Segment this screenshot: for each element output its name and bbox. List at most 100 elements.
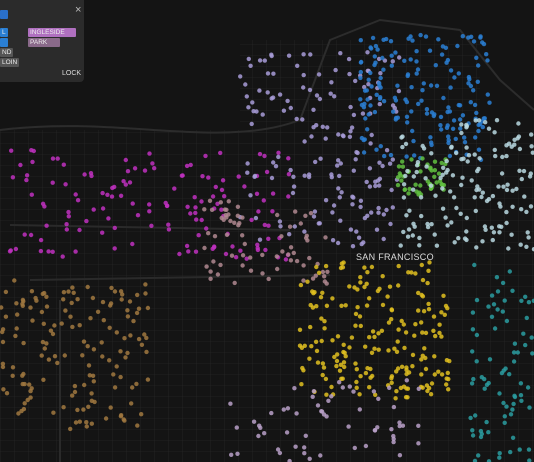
- map-point: [294, 116, 299, 122]
- map-point: [509, 232, 514, 237]
- legend-chip[interactable]: ND: [0, 48, 14, 57]
- map-point: [510, 188, 515, 193]
- map-point: [221, 217, 226, 222]
- map-point: [290, 190, 296, 196]
- map-point: [41, 321, 46, 326]
- map-point: [130, 241, 135, 247]
- map-point: [250, 100, 255, 105]
- map-point: [508, 412, 514, 417]
- map-point: [394, 349, 400, 354]
- map-point: [464, 229, 469, 234]
- map-point: [357, 407, 362, 412]
- map-point: [415, 67, 421, 72]
- map-point: [123, 157, 128, 163]
- legend-chip[interactable]: [0, 10, 8, 19]
- map-point: [69, 300, 74, 306]
- map-point: [369, 210, 374, 215]
- map-point: [512, 341, 518, 346]
- map-point: [320, 361, 326, 366]
- map-point: [432, 372, 437, 377]
- map-point: [335, 352, 340, 357]
- map-point: [264, 169, 270, 175]
- map-point: [476, 63, 481, 68]
- map-point: [240, 263, 245, 268]
- map-point: [423, 34, 429, 39]
- map-point: [246, 56, 251, 62]
- map-point: [390, 59, 395, 64]
- map-point: [368, 45, 373, 50]
- map-point: [236, 223, 241, 228]
- map-point: [444, 158, 449, 164]
- map-point: [423, 366, 429, 372]
- map-point: [149, 223, 154, 228]
- map-point: [108, 405, 113, 410]
- map-point: [347, 345, 352, 350]
- map-point: [142, 168, 148, 173]
- map-point: [246, 105, 251, 110]
- map-point: [114, 330, 120, 335]
- map-point: [354, 229, 359, 234]
- map-point: [350, 244, 356, 249]
- map-point: [61, 405, 66, 410]
- map-point: [389, 187, 394, 193]
- map-point: [419, 213, 424, 219]
- map-point: [256, 433, 261, 439]
- legend-chip[interactable]: LOIN: [0, 58, 20, 67]
- map-point: [432, 354, 437, 359]
- map-point: [22, 232, 27, 237]
- map-point: [128, 333, 133, 338]
- map-point: [458, 211, 463, 216]
- map-point: [335, 240, 341, 246]
- map-point: [291, 250, 296, 256]
- map-point: [492, 147, 497, 153]
- map-point: [0, 361, 6, 366]
- map-point: [521, 168, 527, 174]
- map-point: [378, 71, 383, 76]
- map-point: [511, 350, 517, 355]
- map-point: [339, 303, 344, 308]
- map-point: [460, 175, 465, 180]
- map-point: [150, 161, 155, 166]
- map-point: [0, 339, 6, 345]
- map-point: [420, 88, 425, 93]
- legend-chip[interactable]: INGLESIDE: [28, 28, 76, 37]
- map-point: [274, 254, 279, 259]
- map-point: [166, 227, 172, 232]
- map-point: [38, 237, 44, 243]
- map-point: [489, 293, 495, 298]
- map-point: [361, 150, 367, 155]
- map-point: [325, 125, 330, 130]
- legend-chip[interactable]: [0, 38, 8, 47]
- map-point: [531, 298, 534, 303]
- lock-button[interactable]: LOCK: [62, 70, 82, 77]
- map-point: [55, 156, 60, 161]
- map-point: [405, 395, 410, 400]
- map-point: [478, 35, 483, 40]
- legend-chip[interactable]: L: [0, 28, 8, 37]
- map-point: [405, 73, 410, 79]
- map-point: [265, 71, 271, 76]
- map-point: [111, 372, 116, 377]
- map-point: [365, 127, 370, 132]
- map-point: [472, 102, 478, 108]
- legend-chip[interactable]: PARK: [28, 38, 60, 47]
- map-point: [29, 289, 35, 294]
- map-point: [100, 354, 105, 359]
- map-point: [316, 72, 322, 77]
- map-point: [341, 260, 346, 265]
- map-point: [392, 346, 397, 351]
- map-point: [393, 396, 398, 401]
- map-point: [439, 310, 444, 315]
- map-point: [336, 186, 341, 191]
- map-point: [369, 132, 374, 138]
- map-point: [364, 179, 369, 185]
- map-point: [288, 245, 294, 250]
- map-point: [364, 303, 370, 308]
- map-point: [84, 420, 89, 425]
- close-button[interactable]: ×: [75, 4, 82, 16]
- map-point: [18, 162, 23, 168]
- map-point: [362, 88, 368, 93]
- map-point: [401, 229, 406, 235]
- map-point: [392, 95, 398, 101]
- map-point: [393, 50, 398, 55]
